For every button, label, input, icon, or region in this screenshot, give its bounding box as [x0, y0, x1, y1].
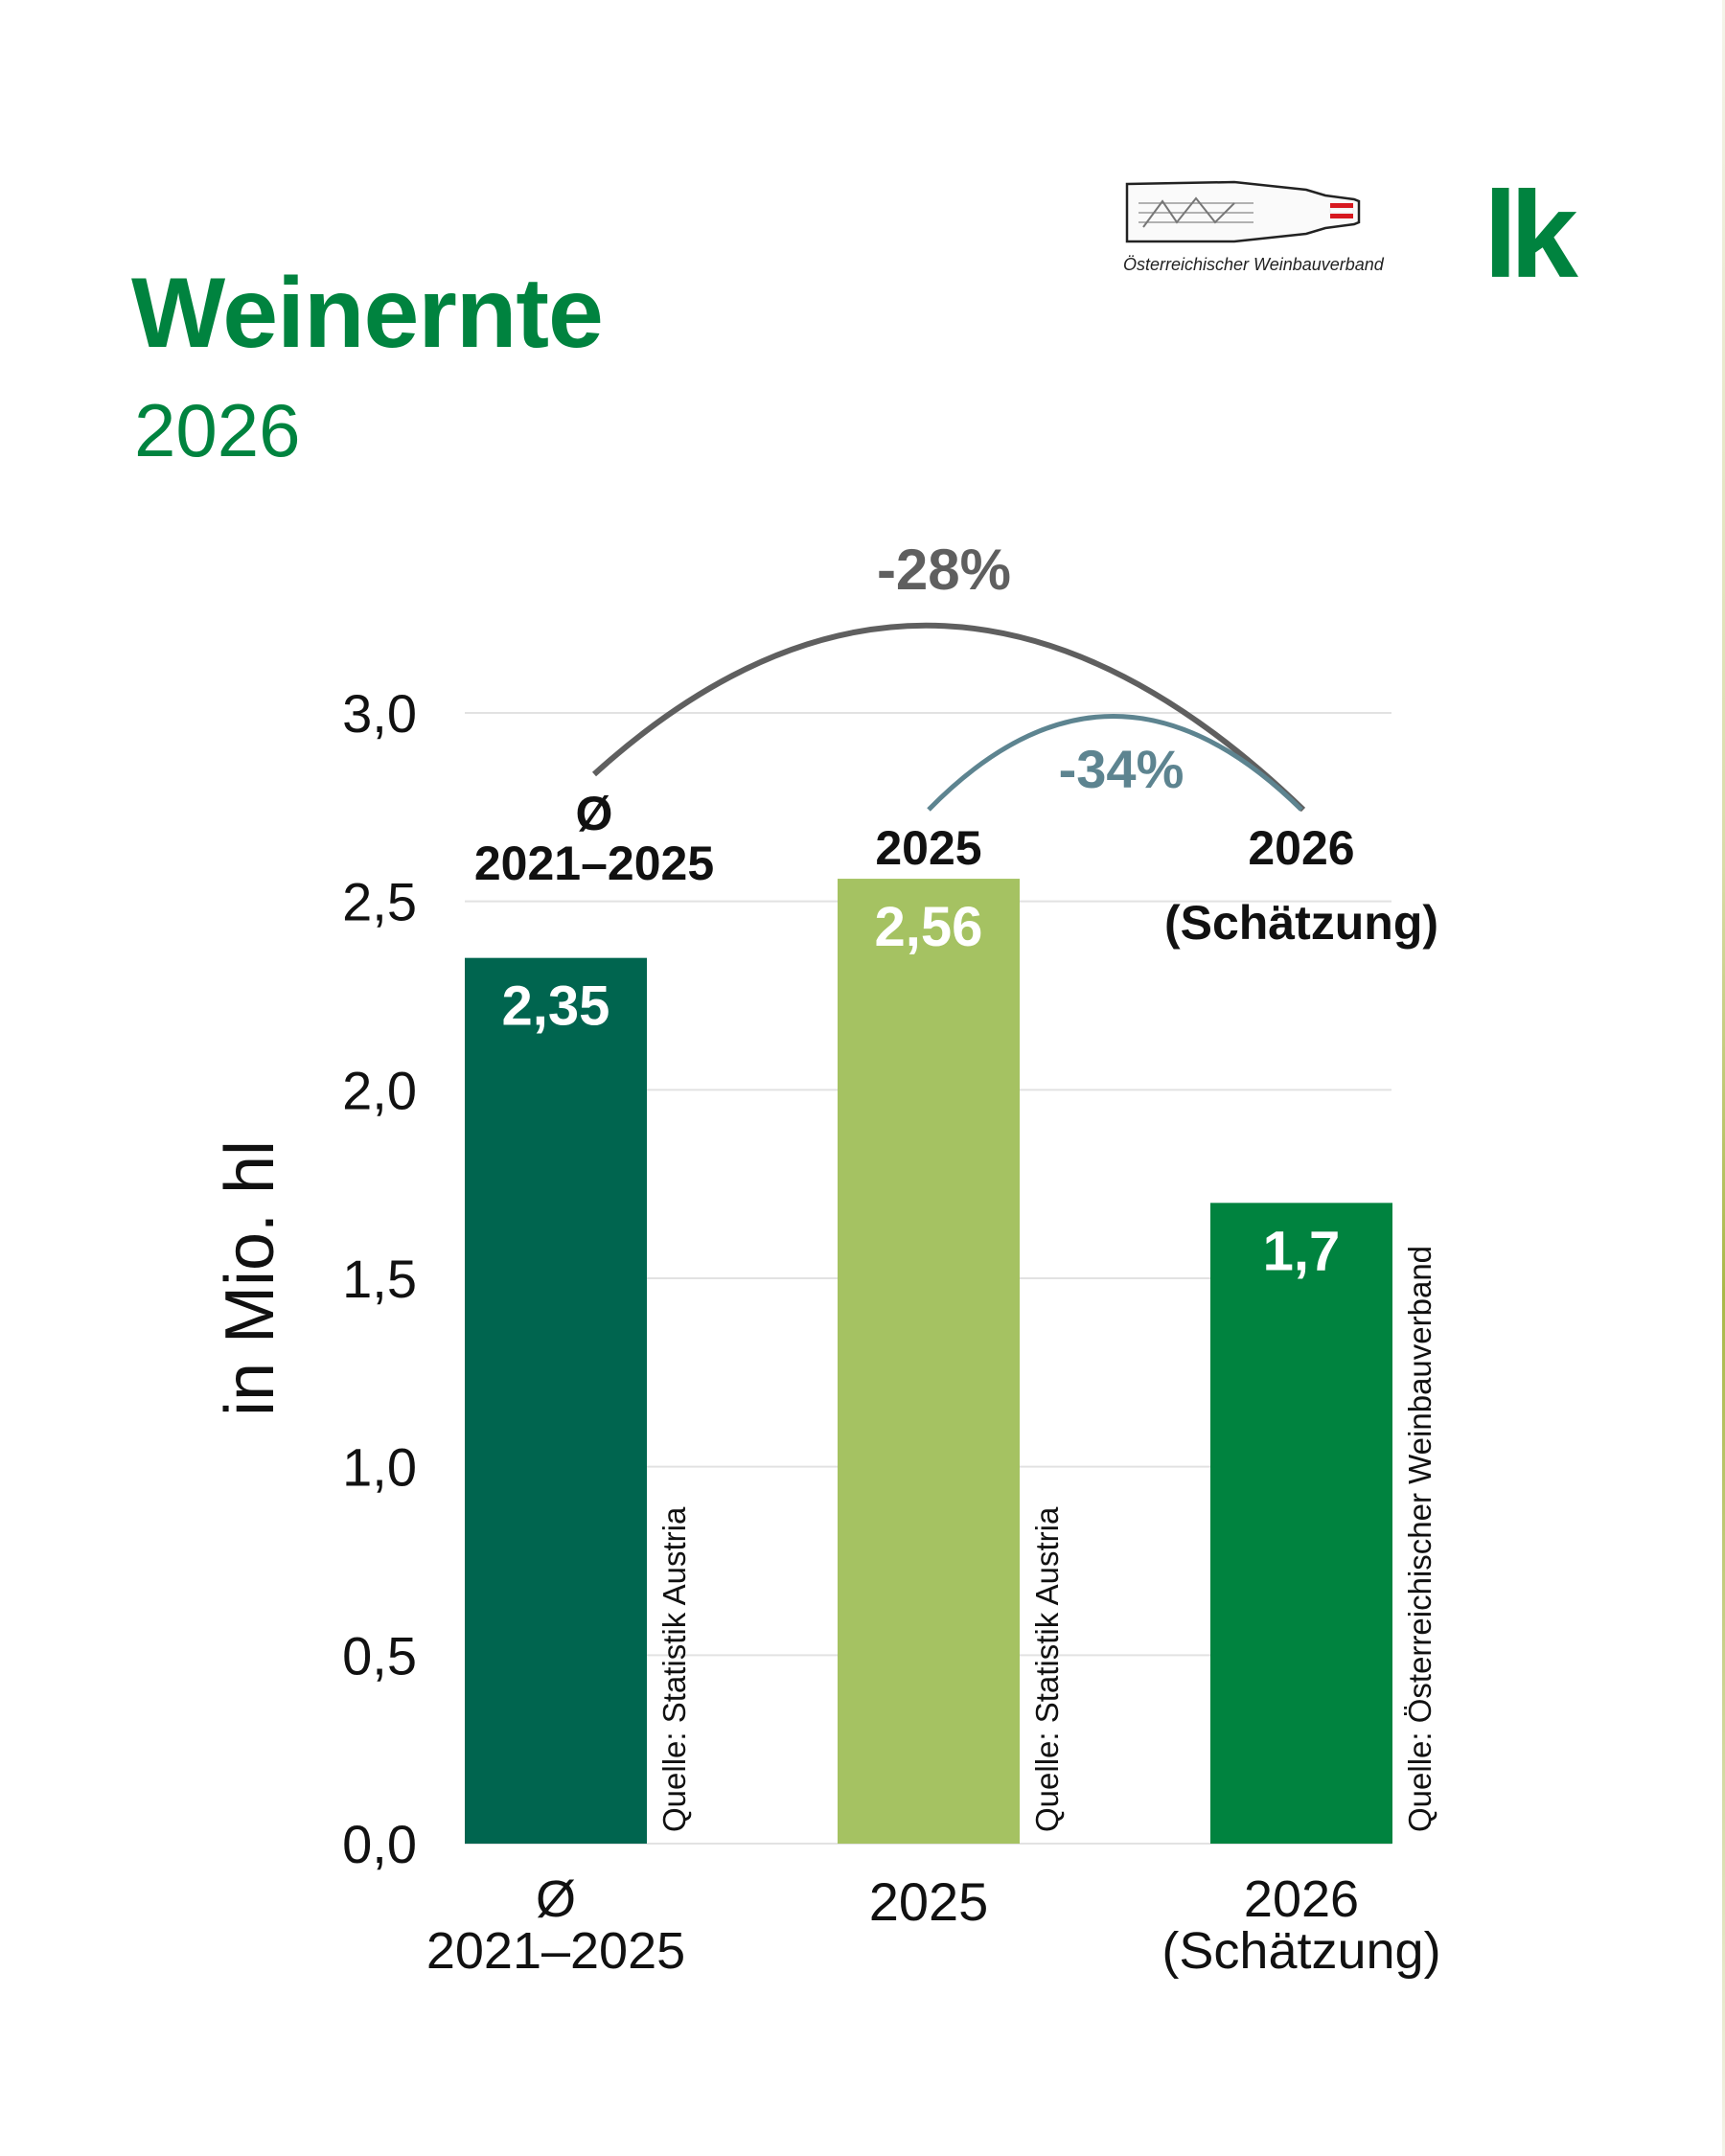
category-header-label: Ø [576, 787, 613, 840]
bar-value-label: 1,7 [1263, 1220, 1341, 1282]
category-header-label: 2021–2025 [474, 837, 714, 890]
bar-value-label: 2,35 [502, 975, 610, 1038]
source-label: Quelle: Österreichischer Weinbauverband [1402, 1246, 1438, 1832]
logo-text: Österreichischer Weinbauverband [1123, 255, 1384, 274]
category-header-label: 2026 [1248, 821, 1354, 875]
bar [465, 957, 647, 1844]
bar [1210, 1203, 1392, 1844]
bar [838, 879, 1020, 1844]
x-tick-label: 2026 [1244, 1870, 1359, 1928]
category-header-label: (Schätzung) [1164, 896, 1438, 950]
bar-value-label: 2,56 [875, 896, 983, 958]
change-label-total: -28% [877, 538, 1011, 602]
y-tick-label: 1,5 [342, 1249, 417, 1309]
y-tick-label: 1,0 [342, 1437, 417, 1498]
y-tick-label: 2,0 [342, 1060, 417, 1120]
x-tick-label: (Schätzung) [1162, 1922, 1440, 1980]
x-tick-label: 2021–2025 [426, 1922, 685, 1980]
source-label: Quelle: Statistik Austria [656, 1506, 692, 1832]
edge-stripe [1722, 0, 1725, 2156]
page-subtitle: 2026 [134, 388, 301, 472]
x-tick-label: 2025 [869, 1871, 989, 1932]
change-label-recent: -34% [1059, 739, 1184, 799]
source-label: Quelle: Statistik Austria [1029, 1506, 1065, 1832]
page-title: Weinernte [131, 258, 604, 369]
category-header-label: 2025 [875, 821, 981, 875]
lk-logo: lk [1484, 167, 1578, 304]
change-arc-total [591, 622, 1306, 813]
y-tick-label: 2,5 [342, 872, 417, 932]
x-tick-label: Ø [536, 1870, 576, 1928]
wine-bottle-logo-icon [1125, 180, 1361, 243]
y-tick-label: 0,0 [342, 1814, 417, 1874]
y-tick-label: 0,5 [342, 1625, 417, 1686]
y-tick-label: 3,0 [342, 683, 417, 744]
change-arc-recent [927, 714, 1303, 812]
y-axis-label: in Mio. hl [212, 1140, 288, 1416]
